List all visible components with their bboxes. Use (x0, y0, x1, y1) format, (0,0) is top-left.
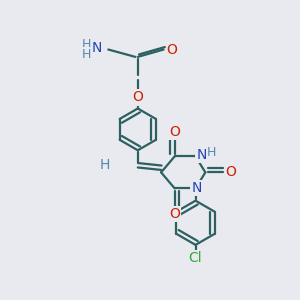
Text: H: H (82, 38, 91, 51)
Text: O: O (226, 165, 237, 179)
Text: N: N (196, 148, 207, 162)
Text: H: H (82, 48, 91, 61)
Text: N: N (192, 182, 202, 195)
Text: N: N (92, 41, 102, 55)
Text: O: O (169, 207, 180, 221)
Text: Cl: Cl (189, 251, 202, 266)
Text: O: O (167, 43, 178, 56)
Text: O: O (132, 90, 143, 104)
Text: H: H (207, 146, 216, 159)
Text: H: H (99, 158, 110, 172)
Text: O: O (169, 125, 180, 139)
